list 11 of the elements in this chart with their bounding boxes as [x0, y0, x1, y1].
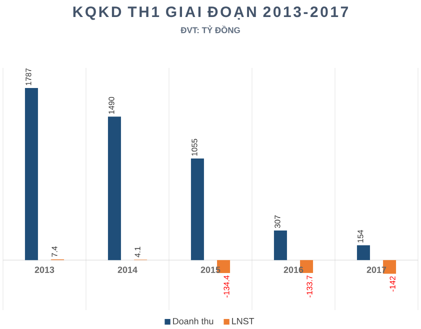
- bar: [190, 158, 204, 260]
- bar: [108, 116, 121, 260]
- chart-subtitle: ĐVT: TỶ ĐỒNG: [180, 26, 240, 34]
- bar: [274, 230, 287, 260]
- x-tick-label: 2014: [118, 266, 138, 273]
- bar: [356, 245, 370, 260]
- legend-label: LNST: [232, 318, 254, 324]
- legend-label: Doanh thu: [173, 318, 214, 324]
- bar: [24, 88, 38, 260]
- chart-title: KQKD TH1 GIAI ĐOẠN 2013-2017: [73, 6, 348, 20]
- x-tick-label: 2013: [34, 266, 54, 273]
